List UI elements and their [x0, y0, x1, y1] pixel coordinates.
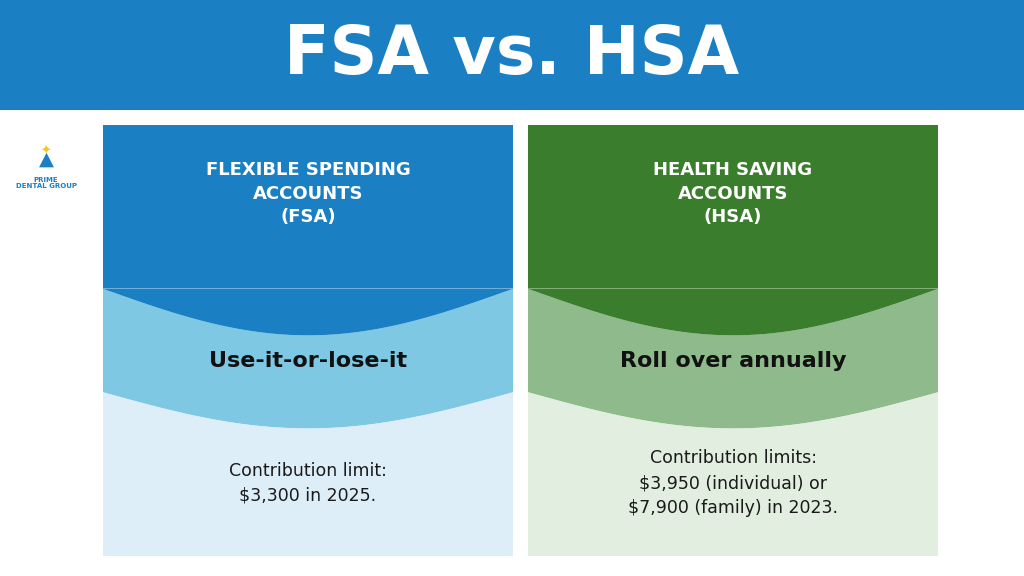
- Text: FLEXIBLE SPENDING
ACCOUNTS
(FSA): FLEXIBLE SPENDING ACCOUNTS (FSA): [206, 161, 411, 226]
- Text: Contribution limit:
$3,300 in 2025.: Contribution limit: $3,300 in 2025.: [229, 461, 387, 505]
- Polygon shape: [103, 289, 513, 429]
- Bar: [0, 0, 1024, 110]
- Text: ✦: ✦: [41, 145, 51, 157]
- Text: Roll over annually: Roll over annually: [620, 351, 846, 371]
- Polygon shape: [528, 125, 938, 335]
- Bar: [528, 125, 938, 556]
- Text: HEALTH SAVING
ACCOUNTS
(HSA): HEALTH SAVING ACCOUNTS (HSA): [653, 161, 813, 226]
- Text: Use-it-or-lose-it: Use-it-or-lose-it: [209, 351, 408, 371]
- Polygon shape: [103, 392, 513, 556]
- Polygon shape: [528, 392, 938, 556]
- Polygon shape: [103, 125, 513, 335]
- Text: ▲: ▲: [39, 150, 53, 169]
- Text: PRIME
DENTAL GROUP: PRIME DENTAL GROUP: [15, 176, 77, 190]
- Text: Contribution limits:
$3,950 (individual) or
$7,900 (family) in 2023.: Contribution limits: $3,950 (individual)…: [628, 449, 838, 517]
- Polygon shape: [528, 289, 938, 429]
- Text: FSA vs. HSA: FSA vs. HSA: [285, 22, 739, 88]
- Bar: [103, 125, 513, 556]
